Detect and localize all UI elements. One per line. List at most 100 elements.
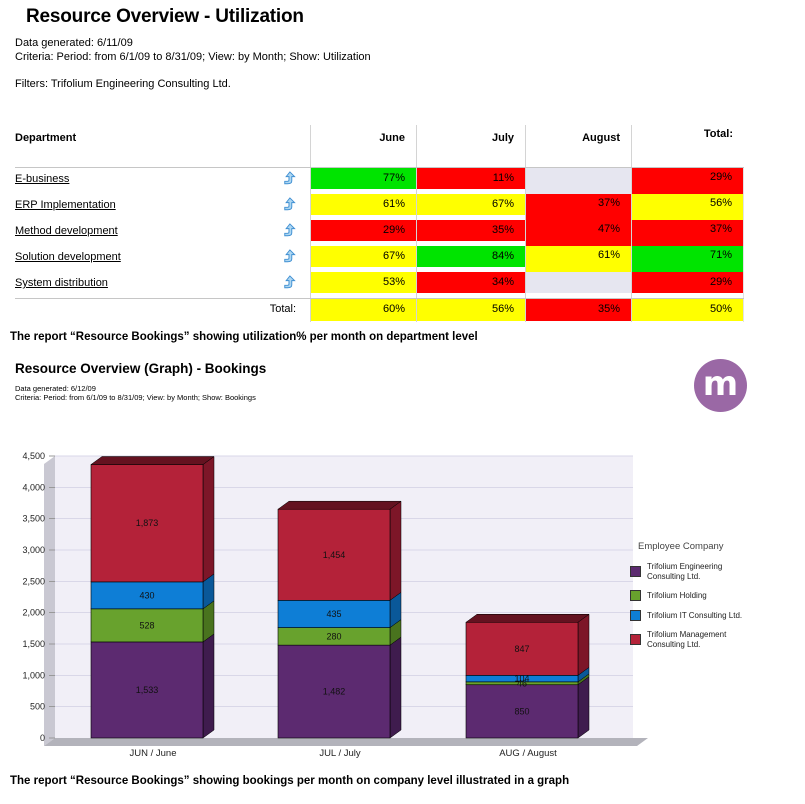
criteria-line: Criteria: Period: from 6/1/09 to 8/31/09… [15, 51, 371, 63]
total-value: 56% [417, 299, 525, 321]
bar-segment [90, 641, 204, 739]
legend-item: Trifolium Engineering Consulting Ltd. [630, 562, 770, 581]
filters-line: Filters: Trifolium Engineering Consultin… [15, 78, 231, 90]
utilization-value: 29% [632, 168, 743, 194]
column-header-total: Total: [631, 125, 744, 167]
legend-swatch [630, 590, 641, 602]
y-axis-tick-label: 500 [30, 702, 45, 712]
bar-value-label: 528 [139, 620, 154, 630]
drill-up-arrow-icon[interactable] [281, 249, 296, 264]
utilization-cell: 71% [631, 246, 744, 272]
bar-value-label: 1,482 [323, 687, 346, 697]
department-cell: ERP Implementation [15, 194, 310, 220]
utilization-cell: 67% [416, 194, 525, 220]
utilization-cell: 29% [631, 168, 744, 194]
utilization-value: 37% [526, 194, 631, 220]
utilization-value [526, 272, 631, 293]
legend-label: Trifolium Engineering Consulting Ltd. [647, 562, 723, 581]
legend-swatch [630, 566, 641, 578]
total-value: 35% [526, 299, 631, 321]
drill-up-arrow-icon[interactable] [281, 197, 296, 212]
utilization-value: 71% [632, 246, 743, 272]
utilization-cell [525, 272, 631, 298]
bar-segment [90, 608, 204, 643]
column-header-july: July [416, 125, 525, 167]
legend-label: Trifolium IT Consulting Ltd. [647, 610, 743, 620]
utilization-value: 77% [311, 168, 416, 189]
legend-item: Trifolium IT Consulting Ltd. [630, 610, 770, 622]
graph-criteria-line: Criteria: Period: from 6/1/09 to 8/31/09… [15, 393, 256, 402]
utilization-value: 67% [311, 246, 416, 267]
department-link[interactable]: ERP Implementation [15, 199, 116, 211]
drill-up-arrow-icon[interactable] [281, 171, 296, 186]
drill-up-arrow-icon[interactable] [281, 275, 296, 290]
total-cell: 35% [525, 299, 631, 322]
utilization-cell: 84% [416, 246, 525, 272]
table-total-row: Total: 60% 56% 35% 50% [15, 298, 744, 322]
total-row-label: Total: [269, 303, 296, 315]
bar-value-label: 847 [514, 644, 529, 654]
table-row: Solution development 67% 84% 61% 71% [15, 246, 744, 272]
table-header-row: Department June July August Total: [15, 125, 744, 168]
utilization-cell: 53% [310, 272, 416, 298]
table-row: System distribution 53% 34% 29% [15, 272, 744, 298]
legend-item: Trifolium Management Consulting Ltd. [630, 630, 770, 649]
company-logo: m [694, 359, 747, 412]
graph-section-title: Resource Overview (Graph) - Bookings [15, 361, 267, 376]
utilization-value: 61% [526, 246, 631, 272]
x-axis-category-label: AUG / August [499, 748, 557, 759]
bar-segment [277, 508, 391, 601]
utilization-value: 35% [417, 220, 525, 241]
y-axis-tick-label: 1,500 [22, 639, 45, 649]
department-link[interactable]: E-business [15, 173, 70, 185]
total-cell: 60% [310, 299, 416, 322]
utilization-value: 47% [526, 220, 631, 246]
utilization-value: 84% [417, 246, 525, 267]
utilization-cell: 34% [416, 272, 525, 298]
utilization-cell: 37% [525, 194, 631, 220]
department-cell: System distribution [15, 272, 310, 298]
bar-value-label: 1,454 [323, 550, 346, 560]
utilization-cell: 61% [525, 246, 631, 272]
utilization-value: 34% [417, 272, 525, 293]
utilization-cell: 47% [525, 220, 631, 246]
department-link[interactable]: System distribution [15, 277, 108, 289]
department-cell: Method development [15, 220, 310, 246]
legend-item: Trifolium Holding [630, 590, 770, 602]
department-link[interactable]: Solution development [15, 251, 121, 263]
utilization-value: 29% [311, 220, 416, 241]
legend-label: Trifolium Holding [647, 590, 707, 600]
bar-value-label: 1,533 [136, 685, 159, 695]
utilization-cell: 29% [631, 272, 744, 298]
total-value: 50% [632, 299, 743, 321]
chart-legend: Employee Company Trifolium Engineering C… [630, 541, 770, 658]
y-axis-tick-label: 0 [40, 733, 45, 743]
table-caption: The report “Resource Bookings” showing u… [10, 331, 478, 343]
column-header-june: June [310, 125, 416, 167]
page-title: Resource Overview - Utilization [26, 6, 304, 27]
bar-segment [465, 621, 579, 676]
drill-up-arrow-icon[interactable] [281, 223, 296, 238]
table-body: E-business 77% 11% 29% ERP Implementation 61%… [15, 168, 744, 322]
legend-items: Trifolium Engineering Consulting Ltd. Tri… [630, 562, 770, 649]
utilization-value: 53% [311, 272, 416, 293]
bar-value-label: 104 [514, 674, 529, 684]
utilization-value: 11% [417, 168, 525, 189]
total-cell: 50% [631, 299, 744, 322]
utilization-table: Department June July August Total: E-bus… [15, 125, 744, 322]
total-cell: 56% [416, 299, 525, 322]
x-axis-category-label: JUN / June [130, 748, 177, 759]
bar-value-label: 850 [514, 706, 529, 716]
utilization-value: 29% [632, 272, 743, 293]
legend-label: Trifolium Management Consulting Ltd. [647, 630, 727, 649]
utilization-cell: 29% [310, 220, 416, 246]
utilization-cell: 11% [416, 168, 525, 194]
department-cell: Solution development [15, 246, 310, 272]
logo-letter: m [702, 363, 739, 404]
department-link[interactable]: Method development [15, 225, 118, 237]
table-row: ERP Implementation 61% 67% 37% 56% [15, 194, 744, 220]
department-cell: E-business [15, 168, 310, 194]
bar-segment [90, 581, 204, 610]
bar-value-label: 46 [517, 678, 527, 688]
